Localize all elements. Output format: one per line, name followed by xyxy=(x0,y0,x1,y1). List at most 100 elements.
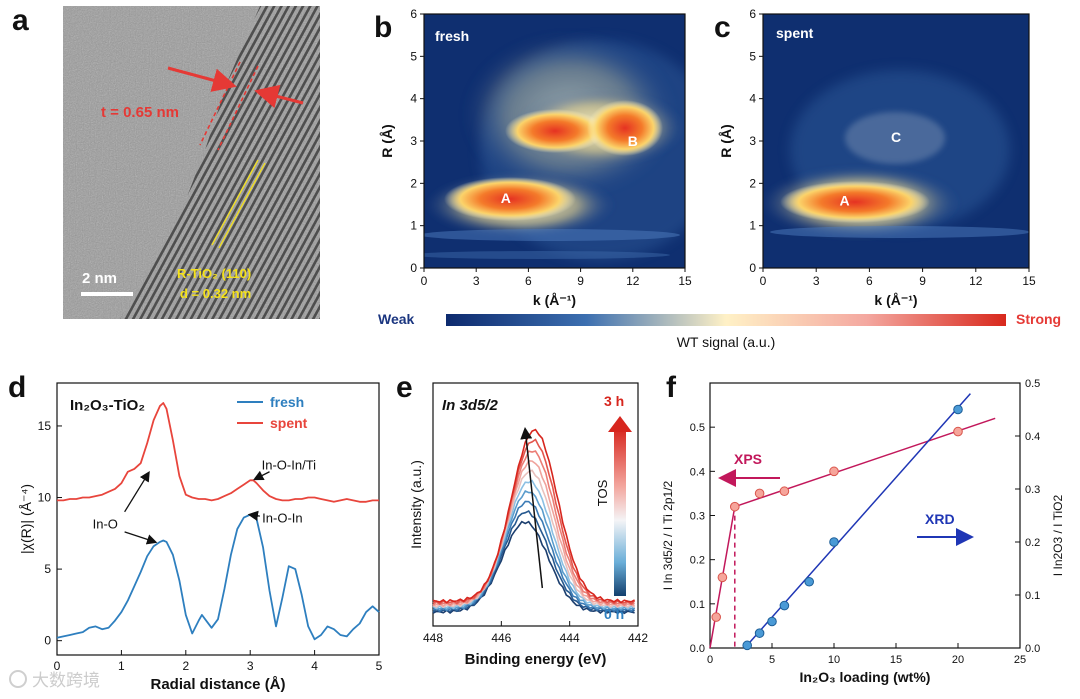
x-tick-label: 25 xyxy=(1014,654,1026,666)
x-tick-label: 6 xyxy=(866,274,873,288)
legend-spent-label: spent xyxy=(270,415,308,431)
x-tick-label: 12 xyxy=(626,274,640,288)
spectrum-line xyxy=(432,428,635,604)
spectrum-line xyxy=(432,438,636,605)
annotation-in-o: In-O xyxy=(93,516,118,531)
x-tick-label: 0 xyxy=(707,654,713,666)
panel-letter-d: d xyxy=(8,371,26,404)
plot-e: 448 446 444 442 Binding energy (eV) Intensity… xyxy=(408,427,648,668)
panel-d: 0 1 2 3 4 5 0 5 10 15 Radial distance (Å) |χ(R)| (Å… xyxy=(18,382,383,693)
panel-c-tag: spent xyxy=(776,25,814,41)
plot-frame-f xyxy=(709,382,1021,649)
y-axis-label: R (Å) xyxy=(718,124,734,157)
thickness-arrow-left xyxy=(167,66,237,92)
surface-dashed-line-2 xyxy=(217,65,259,151)
y-tick-label: 4 xyxy=(749,92,756,106)
x-tick-label: 446 xyxy=(491,631,511,645)
panel-letter-b: b xyxy=(374,11,392,44)
x-tick-label: 5 xyxy=(769,654,775,666)
y-tick-label: 1 xyxy=(410,219,417,233)
y-tick-label: 0 xyxy=(749,261,756,275)
tos-arrow-head xyxy=(608,416,632,432)
y-tick-label-left: 0.3 xyxy=(690,511,705,523)
lattice-fringe xyxy=(234,6,320,319)
lattice-fringe xyxy=(198,6,320,319)
x-tick-label: 0 xyxy=(421,274,428,288)
colorbar-strong-label: Strong xyxy=(1016,311,1061,327)
scale-bar xyxy=(81,292,133,296)
plot-f: 0 5 10 15 20 250.00.10.20.30.40.50.00.10.20.3… xyxy=(661,378,1065,685)
lattice-fringe xyxy=(169,6,320,319)
xps-point xyxy=(717,572,728,583)
panel-f: 0 5 10 15 20 250.00.10.20.30.40.50.00.10.20.3… xyxy=(661,378,1065,685)
y-tick-label: 4 xyxy=(410,92,417,106)
x-tick-label: 20 xyxy=(952,654,964,666)
x-tick-label: 444 xyxy=(560,631,580,645)
panel-letter-e: e xyxy=(396,371,413,404)
lattice-fringe xyxy=(162,6,320,319)
y-tick-label: 1 xyxy=(749,219,756,233)
y-axis-label: R (Å) xyxy=(379,124,395,157)
x-tick-label: 6 xyxy=(525,274,532,288)
y-tick-label-right: 0.4 xyxy=(1025,431,1040,443)
xrd-point xyxy=(829,537,839,547)
series-line-spent xyxy=(57,402,379,503)
peak-label-A: A xyxy=(501,190,511,206)
xps-point xyxy=(711,612,722,622)
y-tick-label-left: 0.1 xyxy=(690,599,705,611)
x-axis-label: k (Å⁻¹) xyxy=(533,292,576,308)
tos-label: TOS xyxy=(595,479,610,506)
plot-frame-d xyxy=(56,382,380,656)
lattice-fringe xyxy=(219,6,320,319)
x-tick-label: 15 xyxy=(678,274,692,288)
lattice-fringe xyxy=(176,6,320,319)
x-tick-label: 12 xyxy=(969,274,983,288)
y-tick-label-left: 0.0 xyxy=(690,643,705,655)
lattice-fringe xyxy=(248,6,320,319)
lattice-fringe xyxy=(270,6,320,319)
spectrum-line xyxy=(432,520,635,615)
x-tick-label: 4 xyxy=(311,659,318,673)
y-tick-label: 0 xyxy=(410,261,417,275)
lattice-fringe xyxy=(241,6,320,319)
y-tick-label-right: 0.3 xyxy=(1025,484,1040,496)
xrd-point xyxy=(742,640,753,651)
colorbar-gradient xyxy=(446,314,1006,326)
y-tick-label: 0 xyxy=(44,634,51,648)
spectrum-line xyxy=(432,459,635,608)
panel-b-tag: fresh xyxy=(435,28,469,44)
y-tick-label-left: 0.5 xyxy=(690,422,705,434)
y-tick-label: 2 xyxy=(749,176,756,190)
x-tick-label: 3 xyxy=(247,659,254,673)
colorbar-title: WT signal (a.u.) xyxy=(677,334,776,350)
x-tick-label: 448 xyxy=(423,631,443,645)
wt-colorbar: Weak Strong WT signal (a.u.) xyxy=(378,311,1061,350)
x-tick-label: 5 xyxy=(376,659,383,673)
y-axis-label: Intensity (a.u.) xyxy=(408,460,424,549)
panel-e: 448 446 444 442 Binding energy (eV) Intensity… xyxy=(408,382,648,668)
peak-label-A: A xyxy=(840,192,850,208)
x-tick-label: 10 xyxy=(828,654,840,666)
annotation-arrow xyxy=(253,470,270,481)
x-tick-label: 442 xyxy=(628,631,648,645)
x-axis-label: In₂O₃ loading (wt%) xyxy=(800,669,931,685)
fringe-marker-1 xyxy=(211,159,259,246)
x-tick-label: 0 xyxy=(54,659,61,673)
x-tick-label: 9 xyxy=(577,274,584,288)
x-tick-label: 3 xyxy=(813,274,820,288)
lattice-fringe xyxy=(183,6,320,319)
trend-arrow xyxy=(520,427,544,589)
lattice-fringe xyxy=(255,6,320,319)
spectrum-line xyxy=(432,450,635,607)
panel-letter-c: c xyxy=(714,11,731,44)
x-axis-label: Binding energy (eV) xyxy=(465,651,607,668)
plot-d: 0 1 2 3 4 5 0 5 10 15 Radial distance (Å) |χ(R)| (Å… xyxy=(18,402,383,693)
tos-colorbar xyxy=(614,428,626,596)
tos-bottom-label: 0 h xyxy=(604,606,624,622)
lattice-fringe xyxy=(190,6,320,319)
watermark: 大数跨境 xyxy=(9,670,100,690)
series-line-fresh xyxy=(56,513,380,641)
